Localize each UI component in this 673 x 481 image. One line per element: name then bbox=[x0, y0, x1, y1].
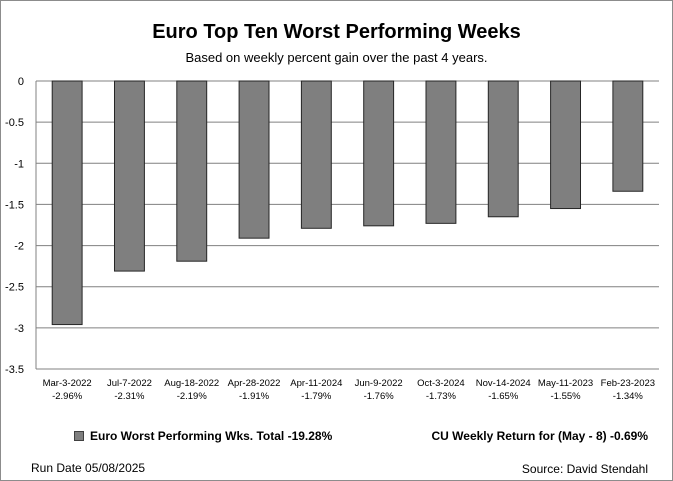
chart-title: Euro Top Ten Worst Performing Weeks bbox=[152, 21, 521, 43]
bar-value-label: -2.96% bbox=[52, 391, 83, 402]
bar-value-label: -2.19% bbox=[177, 391, 208, 402]
bar-value-label: -1.79% bbox=[301, 391, 332, 402]
bar bbox=[363, 80, 395, 227]
x-tick-label: Mar-3-2022 bbox=[43, 378, 92, 389]
bar-value-label: -1.55% bbox=[550, 391, 581, 402]
x-tick-label: Apr-11-2024 bbox=[290, 378, 342, 389]
x-tick-label: Apr-28-2022 bbox=[228, 378, 281, 389]
run-date: Run Date 05/08/2025 bbox=[31, 461, 146, 475]
bar bbox=[550, 80, 582, 210]
bar bbox=[300, 80, 332, 229]
bar-value-label: -1.76% bbox=[364, 391, 395, 402]
bar-value-label: -1.65% bbox=[488, 391, 519, 402]
source-credit: Source: David Stendahl bbox=[521, 462, 648, 476]
x-tick-label: Oct-3-2024 bbox=[417, 378, 465, 389]
bar bbox=[51, 80, 83, 326]
legend: Euro Worst Performing Wks. Total -19.28% bbox=[74, 429, 332, 443]
legend-swatch bbox=[74, 431, 84, 441]
bar bbox=[238, 80, 270, 239]
x-tick-label: Jul-7-2022 bbox=[107, 378, 152, 389]
bar bbox=[612, 80, 644, 192]
y-tick-label: -1.5 bbox=[5, 199, 24, 211]
bar bbox=[113, 80, 145, 272]
bar-value-label: -2.31% bbox=[114, 391, 145, 402]
y-tick-label: -2 bbox=[14, 241, 24, 253]
chart-subtitle: Based on weekly percent gain over the pa… bbox=[185, 50, 488, 65]
bar bbox=[425, 80, 457, 224]
bar-value-label: -1.73% bbox=[426, 391, 457, 402]
bar bbox=[487, 80, 519, 218]
y-tick-label: -0.5 bbox=[5, 117, 24, 129]
y-tick-label: -1 bbox=[14, 158, 24, 170]
x-tick-label: May-11-2023 bbox=[538, 378, 593, 389]
x-tick-label: Aug-18-2022 bbox=[164, 378, 219, 389]
y-tick-label: 0 bbox=[18, 76, 24, 88]
x-tick-label: Feb-23-2023 bbox=[601, 378, 655, 389]
bar-value-label: -1.91% bbox=[239, 391, 270, 402]
y-tick-label: -2.5 bbox=[5, 282, 24, 294]
bar-value-label: -1.34% bbox=[613, 391, 644, 402]
bar bbox=[176, 80, 208, 262]
y-tick-label: -3 bbox=[14, 323, 24, 335]
cu-weekly-return: CU Weekly Return for (May - 8) -0.69% bbox=[431, 429, 649, 443]
x-tick-label: Jun-9-2022 bbox=[355, 378, 403, 389]
x-tick-label: Nov-14-2024 bbox=[476, 378, 531, 389]
legend-label: Euro Worst Performing Wks. Total -19.28% bbox=[90, 429, 333, 443]
y-tick-label: -3.5 bbox=[5, 364, 24, 376]
